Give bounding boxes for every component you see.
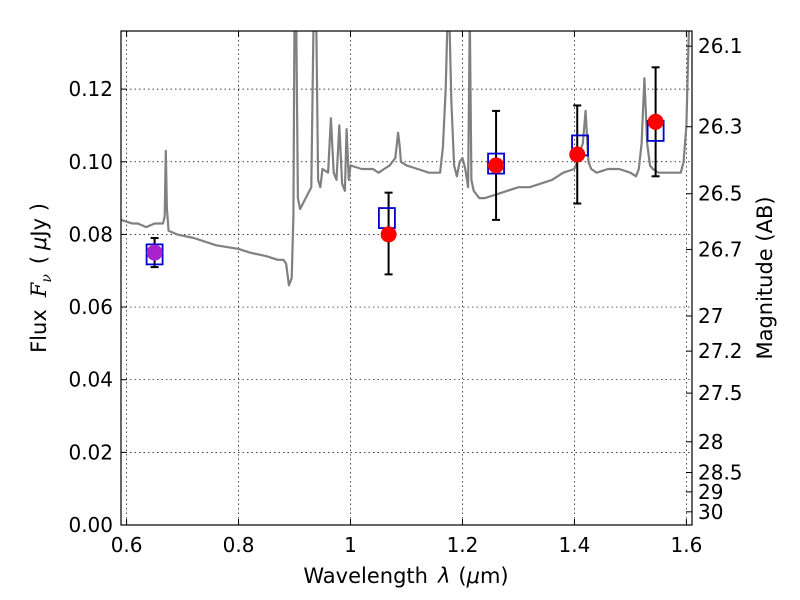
plot-frame <box>120 30 693 526</box>
x-tick-label: 1.4 <box>559 533 591 557</box>
spectrum-layer <box>121 31 690 287</box>
y2-tick-label: 26.7 <box>698 237 743 261</box>
errorbar-layer <box>150 66 660 276</box>
y2-tick-label: 29 <box>698 480 723 504</box>
model-square-marker <box>487 152 505 175</box>
y2-tick-label: 28 <box>698 430 723 454</box>
x-axis-label: Wavelength λ (μm) <box>303 564 508 588</box>
x-tick-label: 1 <box>344 533 357 557</box>
y2-tick-label: 26.3 <box>698 115 743 139</box>
observed-point <box>146 244 163 261</box>
circle-layer <box>146 113 664 261</box>
y-axis-label: FluxFν(μJy ) <box>27 203 55 353</box>
observed-point <box>569 146 586 163</box>
spectrum-line <box>121 31 690 287</box>
model-square-marker <box>145 243 164 266</box>
y2-tick-label: 30 <box>698 500 723 524</box>
x-tick-label: 1.2 <box>447 533 479 557</box>
y-tick-label: 0.00 <box>68 513 113 537</box>
grid-layer <box>121 31 692 526</box>
tick-layer: 0.6 0.8 1 1.2 1.4 1.6 0.00 0.02 0.04 0.06 0.08 0.10… <box>68 31 743 557</box>
y2-tick-label: 26.5 <box>698 182 743 206</box>
y2-tick-label: 27.5 <box>698 381 743 405</box>
y2-tick-label: 28.5 <box>698 460 743 484</box>
x-tick-label: 1.6 <box>670 533 702 557</box>
y-tick-label: 0.06 <box>68 295 113 319</box>
y-tick-label: 0.04 <box>68 368 113 392</box>
observed-point <box>380 226 397 243</box>
observed-point <box>488 157 505 174</box>
y2-axis-label: Magnitude (AB) <box>753 196 777 359</box>
y-tick-label: 0.08 <box>68 222 113 246</box>
y2-tick-label: 27 <box>698 304 723 328</box>
y-tick-label: 0.12 <box>68 77 113 101</box>
y-tick-label: 0.10 <box>68 150 113 174</box>
x-tick-label: 0.8 <box>223 533 255 557</box>
y2-tick-label: 27.2 <box>698 339 743 363</box>
observed-point <box>647 113 664 130</box>
y2-tick-label: 26.1 <box>698 34 743 58</box>
y-tick-label: 0.02 <box>68 440 113 464</box>
square-layer <box>145 119 665 266</box>
x-tick-label: 0.6 <box>111 533 143 557</box>
model-square-marker <box>378 207 396 229</box>
